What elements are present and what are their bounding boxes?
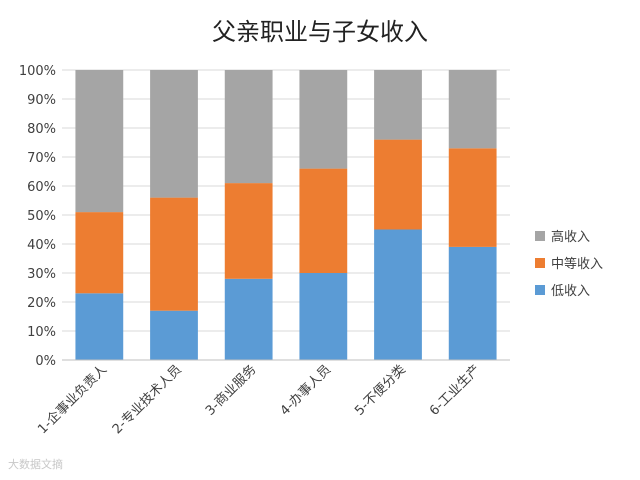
bar-segment	[75, 293, 124, 360]
bar-segment	[75, 212, 124, 294]
bar-segment	[299, 70, 348, 169]
bar-segment	[448, 70, 497, 149]
bar-segment	[374, 139, 422, 230]
bar-segment	[299, 273, 348, 360]
bar-segment	[224, 70, 273, 184]
bar-segment	[150, 310, 198, 360]
bar-segment	[150, 197, 198, 311]
bar-segment	[150, 70, 198, 198]
bar-segment	[448, 148, 497, 247]
y-tick-label: 0%	[35, 354, 56, 369]
bar-segment	[299, 168, 348, 273]
x-tick-label: 6-工业生产	[427, 362, 484, 419]
y-tick-label: 100%	[19, 64, 56, 79]
x-tick-label: 5-不便分类	[352, 362, 409, 419]
watermark: 大数据文摘	[8, 457, 63, 471]
x-tick-label: 3-商业服务	[202, 362, 259, 419]
bar-segment	[224, 278, 273, 360]
y-tick-label: 90%	[27, 93, 56, 108]
y-tick-label: 10%	[27, 325, 56, 340]
bar-segment	[374, 229, 422, 360]
y-tick-label: 40%	[27, 238, 56, 253]
bar-segment	[374, 70, 422, 140]
bar-segment	[448, 246, 497, 360]
y-tick-label: 50%	[27, 209, 56, 224]
legend-label: 中等收入	[551, 256, 603, 272]
gridlines	[62, 69, 510, 361]
x-tick-label: 1-企事业负责人	[35, 362, 111, 438]
y-tick-label: 70%	[27, 151, 56, 166]
y-axis-ticks: 0% 10% 20% 30% 40% 50% 60% 70% 80% 90% 100%	[19, 64, 56, 369]
legend-swatch	[535, 258, 545, 268]
y-tick-label: 80%	[27, 122, 56, 137]
y-tick-label: 30%	[27, 267, 56, 282]
bar-segment	[224, 183, 273, 279]
bar-segment	[75, 70, 124, 213]
chart-title: 父亲职业与子女收入	[212, 18, 428, 46]
y-tick-label: 60%	[27, 180, 56, 195]
x-axis-labels: 1-企事业负责人 2-专业技术人员 3-商业服务 4-办事人员 5-不便分类 6-工业生产	[35, 362, 484, 438]
y-tick-label: 20%	[27, 296, 56, 311]
bars	[75, 70, 497, 360]
legend-label: 低收入	[551, 284, 590, 299]
legend-swatch	[535, 231, 545, 241]
x-tick-label: 4-办事人员	[278, 362, 335, 419]
legend-swatch	[535, 285, 545, 295]
legend-label: 高收入	[551, 229, 590, 245]
x-tick-label: 2-专业技术人员	[110, 362, 185, 437]
